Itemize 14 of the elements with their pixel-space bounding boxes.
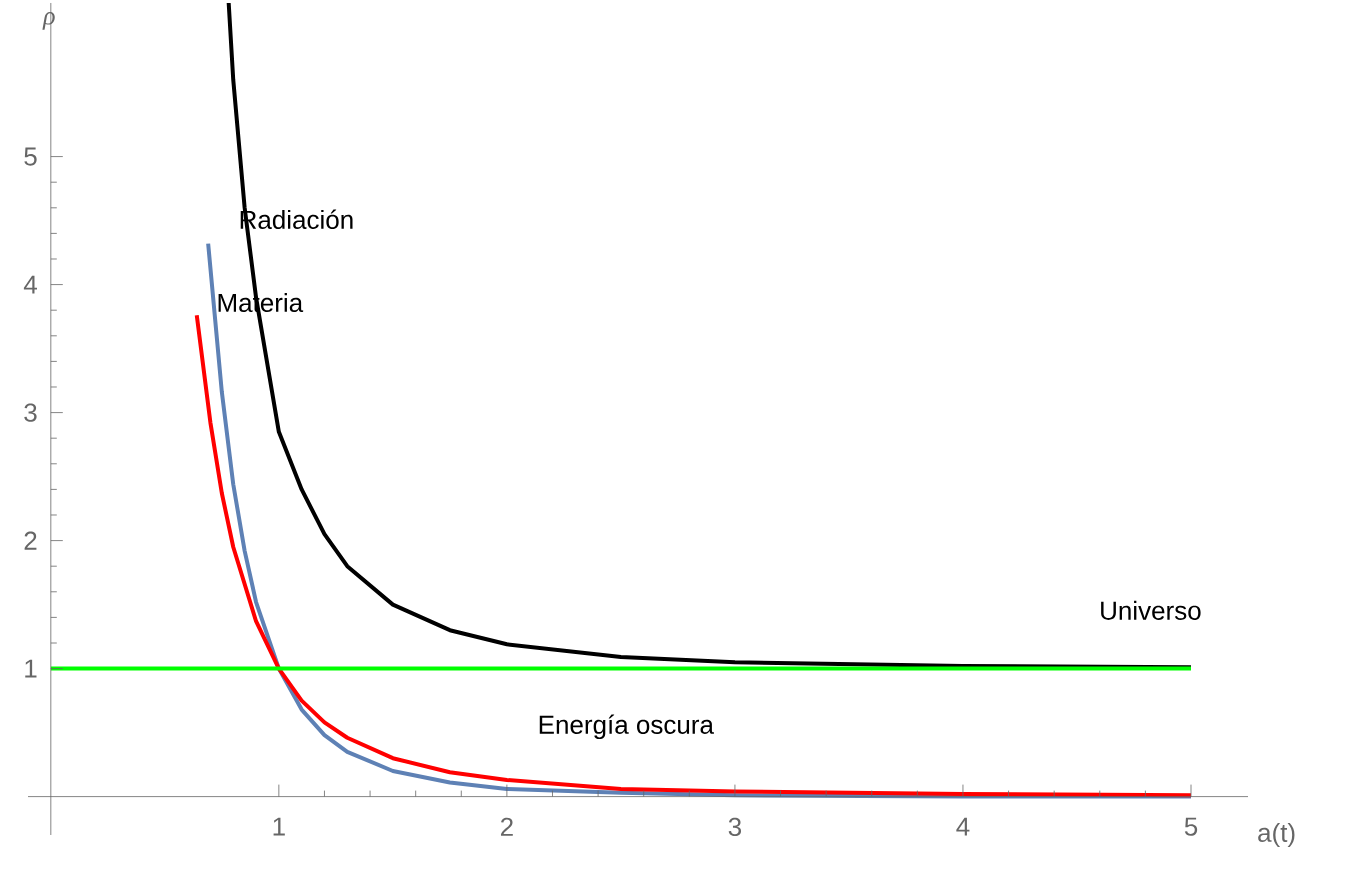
y-tick-label: 4 <box>23 275 37 294</box>
y-tick-label: 2 <box>24 531 37 550</box>
y-axis-title: ρ <box>42 12 55 30</box>
annotation: Energía oscura <box>539 714 714 740</box>
x-tick-label: 5 <box>1184 817 1198 836</box>
x-tick-label: 2 <box>500 817 513 836</box>
annotation: Universo <box>1101 600 1201 620</box>
y-tick-label: 3 <box>24 403 37 422</box>
x-tick-label: 3 <box>728 817 742 837</box>
y-tick-label: 5 <box>24 147 37 166</box>
y-tick-label: 1 <box>25 659 37 678</box>
x-axis-title: a(t) <box>1258 822 1295 848</box>
x-tick-label: 1 <box>273 817 285 836</box>
x-tick-label: 4 <box>956 817 970 836</box>
